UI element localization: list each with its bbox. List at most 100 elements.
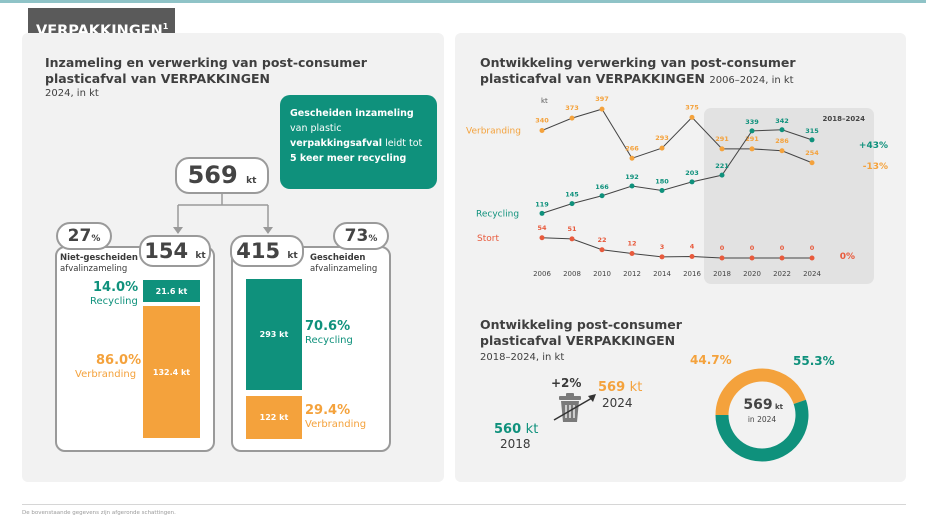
value-label-verbranding-2010: 397 [595, 95, 609, 103]
ges-verbranding-label: Verbranding [305, 419, 367, 430]
value-label-recycling-2022: 342 [775, 117, 789, 125]
footer-divider [22, 504, 906, 505]
right-title: Ontwikkeling verwerking van post-consume… [480, 55, 796, 89]
point-recycling-2022 [779, 127, 785, 133]
total-bubble: 569 kt [175, 157, 269, 194]
value-label-recycling-2008: 145 [565, 191, 579, 199]
ges-verbranding-pct: 29.4% [305, 403, 351, 418]
value-label-recycling-2012: 192 [625, 173, 639, 181]
right-title2: Ontwikkeling post-consumer plasticafval … [480, 317, 682, 349]
total-value: 569 [187, 161, 238, 189]
value-label-stort-2014: 3 [660, 243, 665, 251]
badge-footnote-marker: 1 [162, 22, 169, 31]
niet-share-value: 27 [67, 226, 92, 246]
change-verbranding: -13% [863, 162, 888, 172]
point-stort-2006 [539, 235, 545, 241]
growth-pct: +2% [551, 376, 582, 390]
value-label-stort-2020: 0 [750, 244, 755, 252]
x-tick-2010: 2010 [593, 270, 611, 278]
point-recycling-2024 [809, 137, 815, 143]
series-name-recycling: Recycling [476, 209, 519, 219]
growth-to-amount: 569 kt [598, 380, 642, 395]
donut-arcs [715, 368, 809, 462]
point-stort-2024 [809, 255, 815, 261]
value-label-recycling-2014: 180 [655, 178, 669, 186]
value-label-recycling-2006: 119 [535, 200, 549, 208]
y-unit-label: kt [541, 97, 548, 105]
x-tick-2018: 2018 [713, 270, 731, 278]
point-verbranding-2022 [779, 148, 785, 154]
left-title-line1: Inzameling en verwerking van post-consum… [45, 55, 367, 70]
point-recycling-2010 [599, 193, 605, 199]
niet-recycling-label: Recycling [90, 296, 138, 307]
change-stort: 0% [840, 252, 855, 262]
point-stort-2016 [689, 254, 695, 259]
value-label-stort-2016: 4 [690, 243, 695, 251]
ges-share-value: 73 [344, 226, 369, 246]
value-label-verbranding-2018: 291 [715, 135, 729, 143]
series-line-stort [541, 237, 812, 259]
point-stort-2008 [569, 236, 575, 242]
point-verbranding-2008 [569, 115, 575, 121]
ges-amount-unit: kt [287, 251, 298, 261]
point-recycling-2014 [659, 188, 665, 193]
point-stort-2012 [629, 251, 635, 256]
x-tick-2014: 2014 [653, 270, 671, 278]
ges-share-bubble: 73% [333, 222, 389, 250]
niet-amount-value: 154 [144, 239, 189, 263]
callout-box: Gescheiden inzameling van plastic verpak… [280, 95, 437, 189]
left-subtitle: 2024, in kt [45, 88, 99, 99]
value-label-stort-2006: 54 [537, 224, 547, 232]
x-tick-2016: 2016 [683, 270, 701, 278]
highlight-label: 2018–2024 [823, 115, 866, 123]
split-connector [173, 193, 273, 234]
donut-orange-pct: 44.7% [690, 353, 732, 367]
value-label-stort-2018: 0 [720, 244, 725, 252]
growth-from-value: 560 [494, 422, 522, 437]
growth-to-unit: kt [629, 380, 643, 395]
donut-center-year: in 2024 [748, 415, 777, 424]
callout-part2: van plastic [290, 123, 342, 134]
callout-part1: Gescheiden inzameling [290, 108, 414, 119]
value-label-recycling-2016: 203 [685, 169, 699, 177]
value-label-recycling-2020: 339 [745, 118, 759, 126]
ges-verbranding-bar: 122 kt [246, 396, 302, 439]
series-name-stort: Stort [477, 234, 499, 244]
point-recycling-2008 [569, 201, 575, 207]
donut-center-unit: kt [775, 403, 784, 411]
value-label-verbranding-2012: 266 [625, 144, 639, 152]
callout-part4: leidt tot [382, 138, 423, 149]
niet-group-label: Niet-gescheiden afvalinzameling [60, 253, 138, 275]
value-label-verbranding-2022: 286 [775, 137, 789, 145]
value-label-stort-2010: 22 [597, 236, 606, 244]
value-label-verbranding-2014: 293 [655, 134, 669, 142]
niet-verbranding-pct: 86.0% [96, 353, 142, 368]
value-label-stort-2012: 12 [627, 240, 636, 248]
left-title-line2: plasticafval van VERPAKKINGEN [45, 71, 270, 86]
niet-recycling-pct: 14.0% [93, 280, 139, 295]
highlight-band [704, 108, 874, 284]
point-verbranding-2024 [809, 160, 815, 166]
point-recycling-2016 [689, 179, 695, 185]
left-title: Inzameling en verwerking van post-consum… [45, 55, 367, 87]
niet-verbranding-bar: 132.4 kt [143, 306, 200, 438]
callout-part5: 5 keer meer recycling [290, 153, 407, 164]
x-tick-2012: 2012 [623, 270, 641, 278]
series-line-recycling [541, 129, 813, 214]
value-label-verbranding-2008: 373 [565, 104, 579, 112]
ges-share-unit: % [368, 234, 378, 244]
x-tick-2024: 2024 [803, 270, 821, 278]
ges-recycling-label: Recycling [305, 335, 353, 346]
x-tick-2020: 2020 [743, 270, 761, 278]
value-label-verbranding-2016: 375 [685, 103, 699, 111]
niet-amount-unit: kt [195, 251, 206, 261]
footnote: De bovenstaande gegevens zijn afgeronde … [22, 510, 176, 516]
point-stort-2010 [599, 247, 605, 253]
niet-label-line1: Niet-gescheiden [60, 253, 138, 263]
point-verbranding-2006 [539, 128, 545, 133]
point-verbranding-2018 [719, 146, 725, 152]
growth-to-value: 569 [598, 380, 626, 395]
value-label-recycling-2010: 166 [595, 183, 609, 191]
right-subtitle2: 2018–2024, in kt [480, 352, 565, 363]
point-verbranding-2010 [599, 106, 605, 112]
